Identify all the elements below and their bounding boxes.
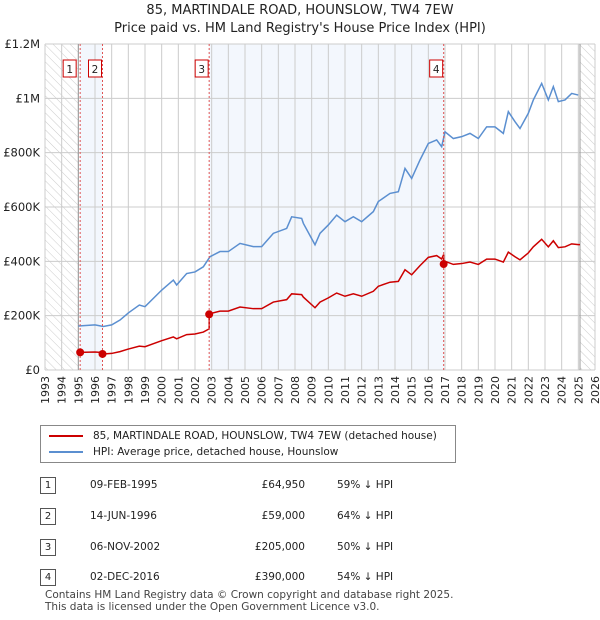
legend-item-property: 85, MARTINDALE ROAD, HOUNSLOW, TW4 7EW (… (49, 428, 437, 444)
sale-date: 06-NOV-2002 (90, 541, 161, 553)
x-tick-label: 1997 (106, 376, 119, 404)
sale-date: 09-FEB-1995 (90, 479, 158, 491)
x-tick-label: 2025 (572, 376, 585, 404)
sale-number: 3 (40, 539, 56, 556)
footer: Contains HM Land Registry data © Crown c… (45, 589, 454, 613)
sale-marker-box (194, 59, 209, 78)
sale-price: £390,000 (254, 571, 305, 583)
y-tick-label: £1M (15, 91, 40, 105)
x-tick-label: 1995 (72, 376, 85, 404)
sale-marker-box (62, 59, 77, 78)
y-tick-label: £1.2M (4, 37, 40, 51)
sale-marker-label: 3 (198, 64, 205, 76)
property-price-line (80, 238, 580, 355)
x-tick-label: 2020 (489, 376, 502, 404)
y-tick-label: £0 (25, 363, 40, 377)
x-tick-label: 2016 (422, 376, 435, 404)
sale-marker-label: 1 (66, 64, 73, 76)
sale-point (205, 310, 214, 319)
sale-marker-box (88, 59, 102, 78)
y-tick-label: £800K (3, 146, 40, 160)
x-tick-label: 2024 (556, 376, 569, 404)
sale-number: 4 (40, 569, 56, 586)
x-tick-label: 2019 (472, 376, 485, 404)
x-tick-label: 2004 (222, 376, 235, 404)
sale-marker-box (429, 59, 444, 78)
x-tick-label: 2008 (289, 376, 302, 404)
sale-date: 14-JUN-1996 (90, 510, 157, 522)
hpi-comparison: 50% ↓ HPI (337, 541, 394, 553)
x-tick-label: 2009 (306, 376, 319, 404)
x-tick-label: 2015 (406, 376, 419, 404)
x-tick-label: 2023 (539, 376, 552, 404)
x-tick-label: 2026 (589, 376, 600, 404)
x-tick-label: 2018 (456, 376, 469, 404)
hpi-comparison: 59% ↓ HPI (337, 479, 394, 491)
sale-point (98, 349, 107, 358)
x-tick-label: 2017 (439, 376, 452, 404)
table-row: 1 09-FEB-1995 £64,950 59% ↓ HPI (40, 477, 440, 495)
hpi-comparison: 54% ↓ HPI (337, 571, 394, 583)
sale-number: 1 (40, 477, 56, 494)
sale-price: £205,000 (254, 541, 305, 553)
hpi-comparison: 64% ↓ HPI (337, 510, 394, 522)
x-tick-label: 2007 (272, 376, 285, 404)
x-tick-label: 2012 (356, 376, 369, 404)
y-tick-label: £600K (3, 200, 40, 214)
sale-point (439, 260, 448, 269)
table-row: 3 06-NOV-2002 £205,000 50% ↓ HPI (40, 539, 440, 557)
legend-item-hpi: HPI: Average price, detached house, Houn… (49, 444, 338, 460)
x-tick-label: 2003 (206, 376, 219, 404)
sale-date: 02-DEC-2016 (90, 571, 160, 583)
sale-number: 2 (40, 508, 56, 525)
price-chart: 1 2 3 4 1993 1994 1995 1996 1997 1998 1999 2000 2001… (3, 37, 600, 404)
sale-marker-label: 2 (92, 64, 99, 76)
x-tick-label: 1993 (39, 376, 52, 404)
x-tick-label: 2006 (256, 376, 269, 404)
x-tick-label: 2010 (322, 376, 335, 404)
y-tick-label: £400K (3, 254, 40, 268)
x-tick-label: 2013 (372, 376, 385, 404)
x-tick-label: 2001 (172, 376, 185, 404)
blue-line-swatch (49, 451, 83, 453)
x-tick-label: 2014 (389, 376, 402, 404)
hpi-line (78, 81, 579, 328)
x-tick-label: 2021 (506, 376, 519, 404)
sale-point (76, 348, 85, 357)
sale-price: £64,950 (261, 479, 305, 491)
x-tick-label: 1996 (89, 376, 102, 404)
x-tick-label: 2000 (156, 376, 169, 404)
sale-marker-label: 4 (433, 64, 440, 76)
x-tick-label: 1999 (139, 376, 152, 404)
x-tick-label: 1994 (56, 376, 69, 404)
table-row: 4 02-DEC-2016 £390,000 54% ↓ HPI (40, 569, 440, 587)
x-tick-label: 2002 (189, 376, 202, 404)
red-line-swatch (49, 435, 83, 437)
chart-title: 85, MARTINDALE ROAD, HOUNSLOW, TW4 7EW Pr… (114, 3, 486, 36)
x-tick-label: 2011 (339, 376, 352, 404)
table-row: 2 14-JUN-1996 £59,000 64% ↓ HPI (40, 508, 440, 526)
sale-price: £59,000 (261, 510, 305, 522)
x-tick-label: 1998 (122, 376, 135, 404)
y-tick-label: £200K (3, 309, 40, 323)
x-tick-label: 2005 (239, 376, 252, 404)
x-tick-label: 2022 (522, 376, 535, 404)
legend: 85, MARTINDALE ROAD, HOUNSLOW, TW4 7EW (… (40, 425, 456, 463)
